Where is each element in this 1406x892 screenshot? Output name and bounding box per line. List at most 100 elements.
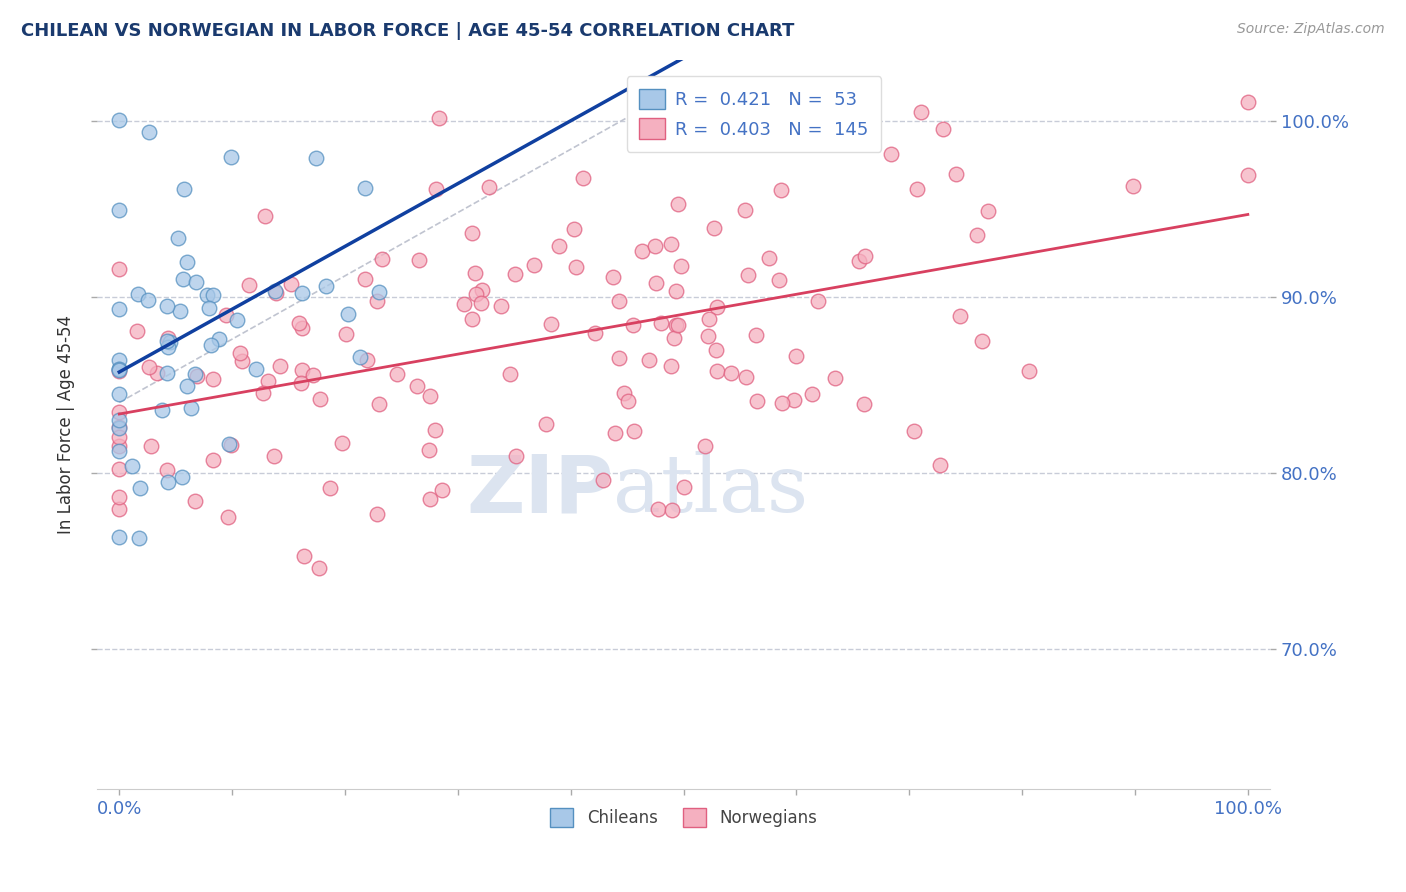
Point	[1018, 364, 1040, 378]
Point	[505, 449, 527, 463]
Point	[905, 182, 928, 196]
Point	[156, 463, 179, 477]
Point	[200, 337, 222, 351]
Point	[368, 285, 391, 299]
Point	[366, 507, 388, 521]
Point	[287, 316, 309, 330]
Point	[108, 430, 131, 444]
Point	[536, 417, 558, 431]
Point	[280, 277, 302, 291]
Point	[170, 470, 193, 484]
Point	[370, 252, 392, 267]
Point	[735, 370, 758, 384]
Point	[367, 44, 389, 58]
Point	[150, 402, 173, 417]
Point	[464, 266, 486, 280]
Point	[108, 439, 131, 453]
Point	[583, 326, 606, 341]
Y-axis label: In Labor Force | Age 45-54: In Labor Force | Age 45-54	[58, 315, 75, 534]
Point	[471, 283, 494, 297]
Point	[366, 294, 388, 309]
Point	[202, 287, 225, 301]
Point	[1237, 95, 1260, 109]
Point	[127, 324, 149, 338]
Point	[945, 168, 967, 182]
Point	[121, 458, 143, 473]
Point	[659, 359, 682, 374]
Point	[659, 236, 682, 251]
Point	[349, 350, 371, 364]
Point	[156, 366, 179, 380]
Point	[768, 273, 790, 287]
Point	[218, 437, 240, 451]
Point	[108, 530, 131, 544]
Point	[353, 271, 375, 285]
Point	[419, 389, 441, 403]
Point	[613, 385, 636, 400]
Point	[264, 285, 287, 300]
Point	[195, 287, 218, 301]
Point	[430, 483, 453, 497]
Point	[169, 304, 191, 318]
Point	[783, 392, 806, 407]
Point	[139, 439, 162, 453]
Text: CHILEAN VS NORWEGIAN IN LABOR FORCE | AGE 45-54 CORRELATION CHART: CHILEAN VS NORWEGIAN IN LABOR FORCE | AG…	[21, 22, 794, 40]
Point	[540, 317, 562, 331]
Point	[631, 244, 654, 259]
Point	[801, 387, 824, 401]
Text: atlas: atlas	[613, 451, 808, 529]
Point	[245, 361, 267, 376]
Point	[108, 413, 131, 427]
Point	[198, 301, 221, 316]
Point	[127, 286, 149, 301]
Point	[184, 493, 207, 508]
Point	[330, 435, 353, 450]
Point	[253, 209, 276, 223]
Point	[806, 293, 828, 308]
Point	[977, 203, 1000, 218]
Point	[564, 260, 586, 274]
Point	[638, 353, 661, 368]
Point	[853, 249, 876, 263]
Point	[108, 113, 131, 128]
Point	[498, 368, 520, 382]
Point	[308, 561, 330, 575]
Point	[108, 502, 131, 516]
Point	[264, 285, 287, 299]
Point	[108, 362, 131, 376]
Point	[291, 363, 314, 377]
Point	[231, 354, 253, 368]
Point	[108, 421, 131, 435]
Point	[785, 349, 807, 363]
Point	[478, 179, 501, 194]
Point	[673, 480, 696, 494]
Point	[217, 510, 239, 524]
Point	[108, 420, 131, 434]
Point	[252, 385, 274, 400]
Point	[166, 230, 188, 244]
Point	[108, 461, 131, 475]
Point	[202, 453, 225, 467]
Point	[602, 269, 624, 284]
Point	[720, 366, 742, 380]
Point	[226, 313, 249, 327]
Point	[183, 367, 205, 381]
Point	[548, 239, 571, 253]
Point	[184, 275, 207, 289]
Point	[932, 121, 955, 136]
Point	[609, 351, 631, 365]
Point	[972, 334, 994, 348]
Point	[136, 293, 159, 308]
Point	[770, 183, 793, 197]
Point	[669, 259, 692, 273]
Point	[207, 332, 229, 346]
Point	[172, 272, 194, 286]
Point	[453, 297, 475, 311]
Point	[408, 252, 430, 267]
Point	[145, 366, 167, 380]
Point	[737, 268, 759, 283]
Point	[647, 502, 669, 516]
Point	[219, 438, 242, 452]
Legend: Chileans, Norwegians: Chileans, Norwegians	[541, 800, 825, 836]
Point	[176, 379, 198, 393]
